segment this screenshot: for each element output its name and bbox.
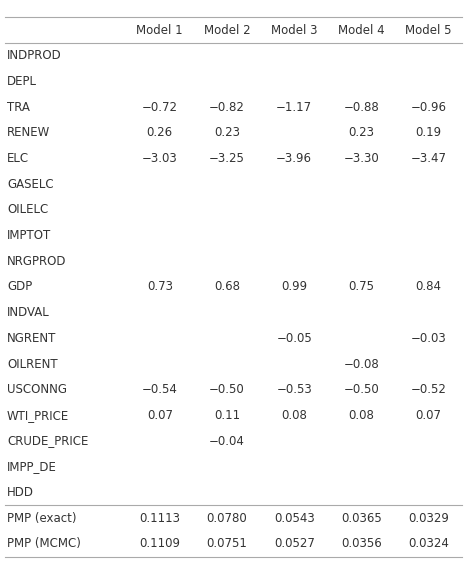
Text: −0.03: −0.03 bbox=[411, 332, 446, 345]
Text: 0.1113: 0.1113 bbox=[139, 511, 180, 525]
Text: 0.75: 0.75 bbox=[348, 281, 375, 293]
Text: −0.50: −0.50 bbox=[344, 383, 379, 396]
Text: OILRENT: OILRENT bbox=[7, 357, 57, 371]
Text: 0.08: 0.08 bbox=[348, 409, 375, 422]
Text: GDP: GDP bbox=[7, 281, 32, 293]
Text: 0.11: 0.11 bbox=[214, 409, 240, 422]
Text: −0.52: −0.52 bbox=[411, 383, 446, 396]
Text: 0.0527: 0.0527 bbox=[274, 537, 315, 550]
Text: Model 5: Model 5 bbox=[405, 24, 452, 37]
Text: −3.96: −3.96 bbox=[276, 152, 312, 165]
Text: −3.03: −3.03 bbox=[142, 152, 177, 165]
Text: Model 4: Model 4 bbox=[338, 24, 385, 37]
Text: TRA: TRA bbox=[7, 101, 30, 114]
Text: Model 1: Model 1 bbox=[136, 24, 183, 37]
Text: IMPP_DE: IMPP_DE bbox=[7, 460, 57, 473]
Text: −0.08: −0.08 bbox=[344, 357, 379, 371]
Text: −3.30: −3.30 bbox=[344, 152, 379, 165]
Text: 0.1109: 0.1109 bbox=[139, 537, 180, 550]
Text: 0.0751: 0.0751 bbox=[206, 537, 248, 550]
Text: 0.84: 0.84 bbox=[416, 281, 442, 293]
Text: GASELC: GASELC bbox=[7, 178, 54, 191]
Text: USCONNG: USCONNG bbox=[7, 383, 67, 396]
Text: 0.99: 0.99 bbox=[281, 281, 307, 293]
Text: −1.17: −1.17 bbox=[276, 101, 312, 114]
Text: 0.0329: 0.0329 bbox=[408, 511, 449, 525]
Text: 0.68: 0.68 bbox=[214, 281, 240, 293]
Text: IMPTOT: IMPTOT bbox=[7, 229, 51, 242]
Text: −0.05: −0.05 bbox=[276, 332, 312, 345]
Text: −0.72: −0.72 bbox=[142, 101, 178, 114]
Text: DEPL: DEPL bbox=[7, 75, 37, 88]
Text: 0.0356: 0.0356 bbox=[341, 537, 382, 550]
Text: −0.54: −0.54 bbox=[142, 383, 177, 396]
Text: 0.0324: 0.0324 bbox=[408, 537, 449, 550]
Text: 0.0543: 0.0543 bbox=[274, 511, 315, 525]
Text: 0.26: 0.26 bbox=[147, 127, 173, 139]
Text: NRGPROD: NRGPROD bbox=[7, 255, 66, 268]
Text: NGRENT: NGRENT bbox=[7, 332, 57, 345]
Text: −0.50: −0.50 bbox=[209, 383, 245, 396]
Text: −0.88: −0.88 bbox=[344, 101, 379, 114]
Text: INDVAL: INDVAL bbox=[7, 306, 50, 319]
Text: −3.47: −3.47 bbox=[410, 152, 447, 165]
Text: OILELC: OILELC bbox=[7, 203, 48, 217]
Text: 0.07: 0.07 bbox=[416, 409, 442, 422]
Text: −0.96: −0.96 bbox=[410, 101, 447, 114]
Text: ELC: ELC bbox=[7, 152, 29, 165]
Text: −0.04: −0.04 bbox=[209, 435, 245, 447]
Text: −0.82: −0.82 bbox=[209, 101, 245, 114]
Text: 0.0365: 0.0365 bbox=[341, 511, 382, 525]
Text: −3.25: −3.25 bbox=[209, 152, 245, 165]
Text: 0.23: 0.23 bbox=[214, 127, 240, 139]
Text: 0.73: 0.73 bbox=[147, 281, 173, 293]
Text: Model 3: Model 3 bbox=[271, 24, 318, 37]
Text: RENEW: RENEW bbox=[7, 127, 50, 139]
Text: CRUDE_PRICE: CRUDE_PRICE bbox=[7, 435, 88, 447]
Text: PMP (exact): PMP (exact) bbox=[7, 511, 77, 525]
Text: 0.23: 0.23 bbox=[348, 127, 375, 139]
Text: INDPROD: INDPROD bbox=[7, 49, 62, 62]
Text: 0.0780: 0.0780 bbox=[206, 511, 248, 525]
Text: −0.53: −0.53 bbox=[276, 383, 312, 396]
Text: HDD: HDD bbox=[7, 486, 34, 499]
Text: WTI_PRICE: WTI_PRICE bbox=[7, 409, 69, 422]
Text: PMP (MCMC): PMP (MCMC) bbox=[7, 537, 81, 550]
Text: 0.08: 0.08 bbox=[281, 409, 307, 422]
Text: 0.07: 0.07 bbox=[147, 409, 173, 422]
Text: 0.19: 0.19 bbox=[416, 127, 442, 139]
Text: Model 2: Model 2 bbox=[204, 24, 250, 37]
